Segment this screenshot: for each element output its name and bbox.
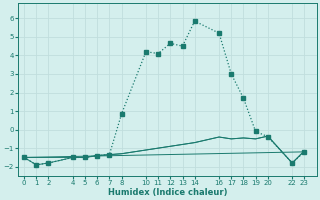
X-axis label: Humidex (Indice chaleur): Humidex (Indice chaleur) bbox=[108, 188, 227, 197]
